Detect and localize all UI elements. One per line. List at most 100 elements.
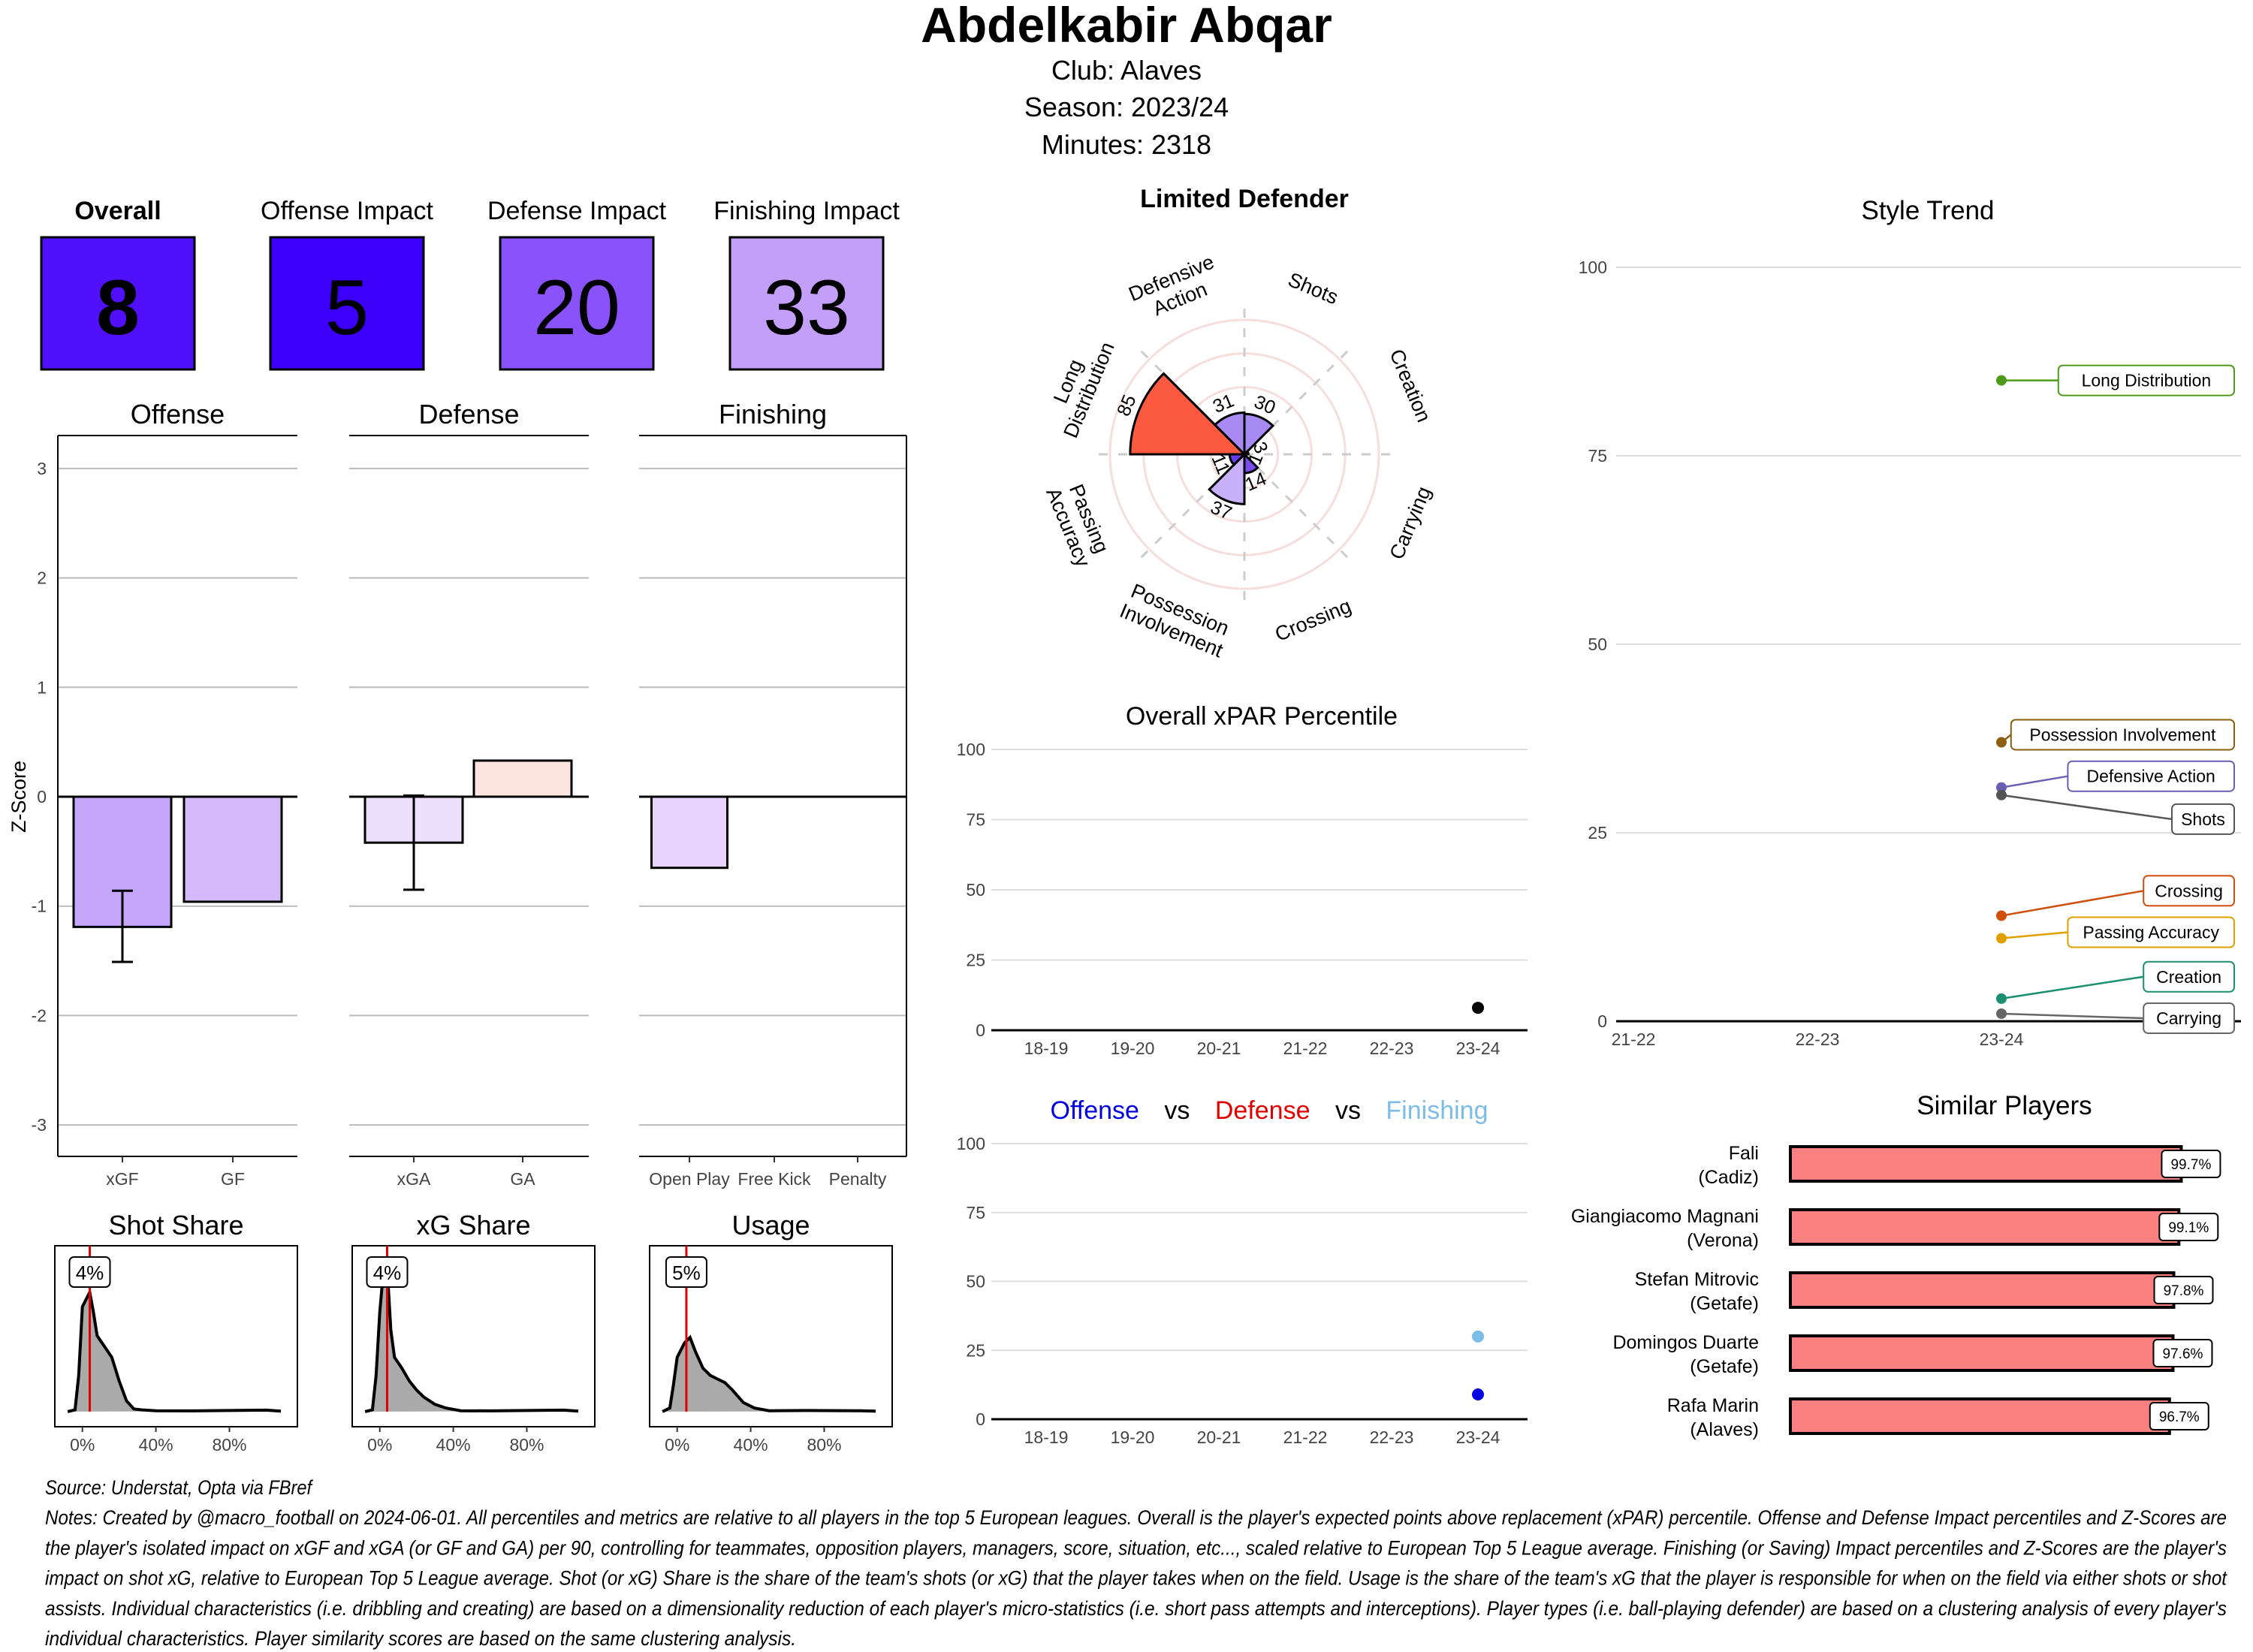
radar-category-label-line: Creation bbox=[1385, 346, 1435, 426]
x-tick-label: 0% bbox=[665, 1435, 689, 1455]
player-club: (Getafe) bbox=[1690, 1356, 1759, 1377]
similarity-label-box bbox=[2153, 1276, 2214, 1304]
trend-point bbox=[1996, 993, 2007, 1004]
ovd-title-vs-1: vs bbox=[1164, 1096, 1190, 1125]
share-title: Shot Share bbox=[108, 1210, 243, 1241]
x-tick-label: xGA bbox=[397, 1169, 431, 1189]
panel-title: Defense bbox=[418, 399, 519, 430]
value-label-box bbox=[68, 1256, 111, 1288]
zscore-axis-label: Z-Score bbox=[8, 761, 30, 833]
radar-category-label: PossessionInvolvement bbox=[1117, 578, 1235, 662]
scorecard-box bbox=[499, 236, 655, 371]
density-curve bbox=[364, 1263, 579, 1413]
share-panel-frame bbox=[351, 1245, 596, 1427]
radar-category-label-line: Shots bbox=[1285, 268, 1341, 309]
radar-category-label: Creation bbox=[1385, 346, 1435, 426]
x-tick-label: 21-22 bbox=[1612, 1029, 1656, 1049]
trend-label: Passing Accuracy bbox=[2083, 923, 2219, 942]
radar-wedge bbox=[1129, 372, 1247, 456]
scorecard-value: 5 bbox=[325, 264, 369, 351]
scorecard-box bbox=[40, 236, 196, 371]
ovd-title-defense: Defense bbox=[1215, 1096, 1310, 1125]
y-tick-label: 50 bbox=[1588, 635, 1607, 654]
x-tick-label: Open Play bbox=[649, 1169, 730, 1189]
share-panel-frame bbox=[54, 1245, 298, 1427]
x-tick-label: GF bbox=[221, 1169, 245, 1189]
panel-title: Offense bbox=[131, 399, 225, 430]
x-tick-label: 23-24 bbox=[1456, 1427, 1500, 1447]
scorecard-value: 20 bbox=[533, 264, 620, 351]
trend-point bbox=[1996, 910, 2007, 921]
ovd-title-finishing: Finishing bbox=[1386, 1096, 1488, 1125]
radar-category-label: LongDistribution bbox=[1039, 330, 1119, 442]
similarity-label-box bbox=[2161, 1150, 2221, 1178]
density-curve bbox=[67, 1287, 282, 1413]
y-tick-label: 0 bbox=[976, 1409, 985, 1429]
x-tick-label: 21-22 bbox=[1283, 1427, 1328, 1447]
scorecard-box bbox=[728, 236, 885, 371]
y-tick-label: 50 bbox=[966, 880, 985, 900]
zscore-bar-charts: Z-Score -3 -2 -1 0 1 2 3 Offense xGF GF Defense xGA… bbox=[8, 399, 907, 1189]
player-name: Domingos Duarte bbox=[1612, 1332, 1759, 1353]
notes-line: Notes: Created by @macro_football on 202… bbox=[45, 1506, 2227, 1529]
panel-title: Finishing bbox=[719, 399, 827, 430]
trend-label-box bbox=[2057, 364, 2236, 396]
scorecard-label: Defense Impact bbox=[487, 197, 667, 225]
x-tick-label: 80% bbox=[212, 1435, 246, 1455]
data-point-finishing bbox=[1472, 1330, 1484, 1343]
value-label: 5% bbox=[672, 1262, 701, 1284]
trend-label: Long Distribution bbox=[2082, 371, 2212, 390]
y-tick-label: 75 bbox=[966, 1203, 985, 1222]
x-tick-label: 40% bbox=[139, 1435, 173, 1455]
similarity-label: 99.7% bbox=[2170, 1157, 2211, 1173]
y-tick-label: 0 bbox=[976, 1020, 985, 1040]
y-tick-label: 75 bbox=[1588, 446, 1607, 466]
trend-connector bbox=[2001, 794, 2173, 821]
trend-connector bbox=[2001, 931, 2068, 939]
share-title: Usage bbox=[731, 1210, 810, 1241]
scorecards: Overall 8 Offense Impact 5 Defense Impact 20 F… bbox=[40, 197, 900, 371]
value-label: 4% bbox=[373, 1262, 402, 1284]
trend-point bbox=[1996, 737, 2007, 748]
similarity-label: 96.7% bbox=[2159, 1409, 2200, 1425]
x-tick-label: Penalty bbox=[829, 1169, 887, 1189]
radar-spoke bbox=[1243, 453, 1352, 562]
similar-players-title: Similar Players bbox=[1917, 1091, 2092, 1120]
x-tick-label: 80% bbox=[509, 1435, 544, 1455]
scorecard-value: 33 bbox=[763, 264, 850, 351]
similarity-bar bbox=[1789, 1397, 2171, 1435]
radar-category-label-line: Carrying bbox=[1385, 484, 1435, 563]
y-tick-label: 100 bbox=[957, 740, 985, 759]
style-trend-chart: Style Trend 0 25 50 75 100 21-22 22-23 23-24 Lon… bbox=[1579, 196, 2241, 1049]
player-name: Abdelkabir Abqar bbox=[921, 0, 1332, 53]
y-tick-label: -2 bbox=[32, 1005, 47, 1025]
x-tick-label: 80% bbox=[807, 1435, 841, 1455]
trend-label: Possession Involvement bbox=[2029, 725, 2216, 744]
x-tick-label: 19-20 bbox=[1111, 1427, 1155, 1447]
data-point-overall bbox=[1472, 1002, 1484, 1014]
density-area bbox=[68, 1292, 281, 1412]
ovd-title-offense: Offense bbox=[1051, 1096, 1139, 1125]
x-tick-label: 22-23 bbox=[1370, 1039, 1414, 1058]
similarity-label: 97.8% bbox=[2164, 1283, 2204, 1299]
radar-chart: Limited Defender 30Shots3Creation1Carryi… bbox=[1039, 185, 1435, 662]
similarity-label-box bbox=[2158, 1213, 2219, 1241]
x-tick-label: 20-21 bbox=[1197, 1427, 1241, 1447]
share-panel-frame bbox=[649, 1245, 893, 1427]
trend-label: Defensive Action bbox=[2087, 767, 2215, 786]
y-tick-label: 100 bbox=[957, 1134, 985, 1153]
radar-ring bbox=[1108, 318, 1380, 590]
similarity-label-box bbox=[2149, 1402, 2209, 1430]
player-club: (Getafe) bbox=[1690, 1293, 1759, 1314]
trend-point bbox=[1996, 933, 2007, 944]
x-tick-label: GA bbox=[510, 1169, 535, 1189]
notes-line: assists. Individual characteristics (i.e… bbox=[45, 1597, 2227, 1620]
header: Abdelkabir Abqar Club: Alaves Season: 20… bbox=[921, 0, 1332, 160]
value-label: 4% bbox=[76, 1262, 104, 1284]
radar-category-label: DefensiveAction bbox=[1126, 251, 1226, 327]
trend-label-box bbox=[2143, 960, 2235, 993]
value-label-box bbox=[366, 1256, 409, 1288]
share-title: xG Share bbox=[416, 1210, 530, 1241]
ovd-title: Offense vs Defense vs Finishing bbox=[1051, 1096, 1488, 1125]
